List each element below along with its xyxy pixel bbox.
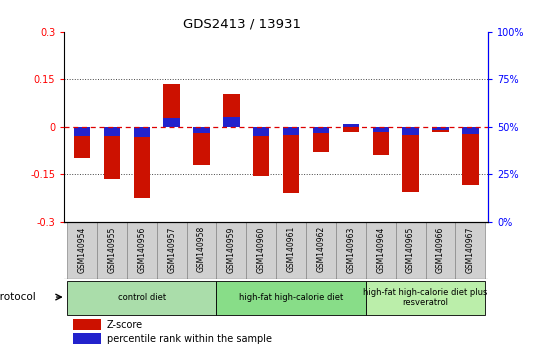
FancyBboxPatch shape (455, 222, 485, 279)
Bar (133, 127, 150, 137)
Bar (223, 93, 239, 127)
Text: GSM140954: GSM140954 (78, 226, 86, 273)
Bar (313, 127, 329, 152)
Bar (343, 127, 359, 132)
Bar (193, 127, 210, 165)
Text: GSM140965: GSM140965 (406, 226, 415, 273)
Bar (253, 127, 270, 176)
Bar (462, 127, 479, 185)
Text: GSM140959: GSM140959 (227, 226, 236, 273)
Text: GSM140957: GSM140957 (167, 226, 176, 273)
Text: control diet: control diet (118, 293, 166, 302)
Text: Z-score: Z-score (107, 320, 143, 330)
FancyBboxPatch shape (276, 222, 306, 279)
FancyBboxPatch shape (157, 222, 186, 279)
Text: high-fat high-calorie diet: high-fat high-calorie diet (239, 293, 343, 302)
Text: GSM140956: GSM140956 (137, 226, 146, 273)
Bar (343, 124, 359, 127)
Text: percentile rank within the sample: percentile rank within the sample (107, 334, 272, 344)
Bar (373, 127, 389, 155)
Bar (432, 127, 449, 130)
Bar (432, 127, 449, 132)
Bar (373, 127, 389, 132)
Text: GSM140966: GSM140966 (436, 226, 445, 273)
FancyBboxPatch shape (306, 222, 336, 279)
Title: GDS2413 / 13931: GDS2413 / 13931 (183, 18, 301, 31)
Bar (163, 84, 180, 127)
Bar (402, 127, 419, 192)
Bar (462, 127, 479, 134)
Bar (104, 127, 120, 136)
Text: high-fat high-calorie diet plus
resveratrol: high-fat high-calorie diet plus resverat… (363, 288, 488, 308)
Bar (193, 127, 210, 133)
Bar (313, 127, 329, 133)
Text: GSM140960: GSM140960 (257, 226, 266, 273)
FancyBboxPatch shape (73, 319, 100, 330)
Bar (402, 127, 419, 135)
Bar (223, 117, 239, 127)
FancyBboxPatch shape (246, 222, 276, 279)
Text: protocol: protocol (0, 292, 36, 302)
Text: GSM140967: GSM140967 (466, 226, 475, 273)
FancyBboxPatch shape (127, 222, 157, 279)
Bar (74, 127, 90, 136)
FancyBboxPatch shape (186, 222, 217, 279)
FancyBboxPatch shape (67, 222, 97, 279)
Bar (74, 127, 90, 158)
FancyBboxPatch shape (217, 281, 366, 315)
Bar (283, 127, 299, 135)
FancyBboxPatch shape (426, 222, 455, 279)
FancyBboxPatch shape (366, 281, 485, 315)
Bar (283, 127, 299, 193)
FancyBboxPatch shape (67, 281, 217, 315)
Text: GSM140963: GSM140963 (347, 226, 355, 273)
FancyBboxPatch shape (97, 222, 127, 279)
Text: GSM140962: GSM140962 (316, 226, 325, 273)
FancyBboxPatch shape (336, 222, 366, 279)
FancyBboxPatch shape (396, 222, 426, 279)
Text: GSM140961: GSM140961 (287, 226, 296, 273)
Bar (133, 127, 150, 198)
Bar (253, 127, 270, 136)
Text: GSM140955: GSM140955 (108, 226, 117, 273)
Text: GSM140964: GSM140964 (376, 226, 385, 273)
FancyBboxPatch shape (217, 222, 246, 279)
Bar (104, 127, 120, 179)
FancyBboxPatch shape (73, 333, 100, 344)
FancyBboxPatch shape (366, 222, 396, 279)
Text: GSM140958: GSM140958 (197, 226, 206, 273)
Bar (163, 118, 180, 127)
